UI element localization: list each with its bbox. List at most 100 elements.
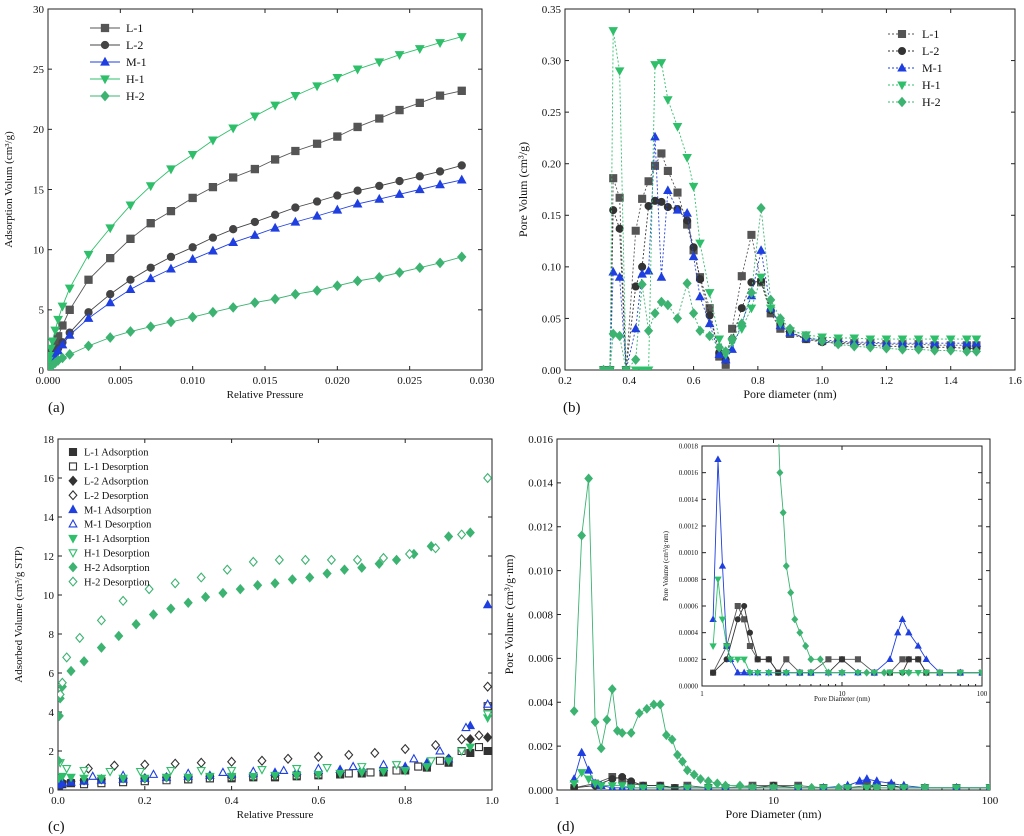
data-point bbox=[971, 335, 982, 345]
data-point bbox=[443, 757, 454, 766]
data-point bbox=[187, 311, 198, 323]
x-tick-label: 0.6 bbox=[687, 375, 701, 387]
data-point bbox=[430, 542, 441, 554]
data-point bbox=[757, 190, 763, 196]
data-point bbox=[854, 656, 862, 663]
data-point bbox=[766, 163, 772, 169]
data-point bbox=[96, 615, 106, 626]
data-point bbox=[422, 763, 432, 772]
series-h-2 bbox=[598, 202, 982, 370]
legend-marker bbox=[68, 576, 78, 587]
data-point bbox=[714, 349, 725, 359]
data-point bbox=[257, 755, 267, 766]
legend: L-1 Adsorption L-1 Desorption L-2 Adsorpti… bbox=[68, 448, 152, 588]
data-point bbox=[208, 245, 218, 255]
data-point bbox=[741, 336, 747, 342]
data-point bbox=[105, 224, 116, 234]
data-point bbox=[283, 753, 293, 765]
data-point bbox=[913, 344, 924, 355]
data-point bbox=[734, 616, 741, 623]
data-point bbox=[741, 616, 748, 623]
x-tick-label: 0.8 bbox=[398, 795, 412, 807]
data-point bbox=[704, 289, 715, 298]
data-point bbox=[596, 782, 606, 790]
legend-marker bbox=[897, 96, 907, 108]
data-point bbox=[824, 668, 832, 677]
data-point bbox=[609, 206, 618, 215]
data-point bbox=[710, 203, 716, 209]
data-point bbox=[375, 181, 384, 191]
data-point bbox=[577, 530, 587, 541]
data-point bbox=[584, 765, 594, 774]
data-point bbox=[66, 665, 76, 677]
data-point bbox=[614, 67, 625, 77]
data-point bbox=[335, 769, 345, 779]
data-point bbox=[682, 154, 692, 163]
data-point bbox=[131, 619, 141, 630]
data-point bbox=[226, 766, 237, 776]
data-point bbox=[465, 527, 475, 538]
data-point bbox=[915, 656, 922, 663]
data-point bbox=[290, 288, 301, 300]
data-point bbox=[657, 149, 666, 158]
legend-label: H-2 Adsorption bbox=[84, 563, 150, 574]
data-point bbox=[712, 778, 722, 789]
y-axis-label: Adsorbed Volume (cm³/g STP) bbox=[13, 546, 25, 683]
y-tick-label: 0.0002 bbox=[679, 656, 699, 664]
x-tick-label: 0.2 bbox=[138, 795, 152, 807]
data-point bbox=[322, 568, 332, 579]
series-m-1-desorption bbox=[87, 699, 492, 780]
legend-label: L-1 Desorption bbox=[84, 462, 149, 473]
data-point bbox=[291, 146, 300, 156]
data-point bbox=[855, 776, 865, 785]
data-point bbox=[391, 761, 402, 770]
data-point bbox=[353, 122, 362, 132]
legend-label: L-1 bbox=[126, 21, 143, 35]
y-tick-label: 0.0018 bbox=[679, 442, 699, 450]
data-point bbox=[779, 508, 787, 517]
data-point bbox=[663, 202, 672, 212]
data-point bbox=[465, 734, 475, 745]
data-point bbox=[415, 172, 424, 181]
data-point bbox=[905, 628, 913, 636]
data-point bbox=[631, 226, 640, 235]
data-point bbox=[714, 576, 722, 584]
panel-label-c: (c) bbox=[48, 819, 65, 835]
data-point bbox=[584, 473, 593, 484]
y-tick-label: 0.004 bbox=[528, 697, 553, 709]
data-point bbox=[483, 732, 492, 743]
data-point bbox=[650, 131, 660, 141]
data-point bbox=[166, 316, 176, 328]
data-point bbox=[332, 280, 343, 292]
data-point bbox=[734, 668, 742, 676]
data-point bbox=[834, 782, 844, 790]
data-point bbox=[710, 669, 717, 676]
data-point bbox=[208, 306, 218, 318]
data-point bbox=[650, 61, 660, 70]
data-point bbox=[802, 642, 810, 650]
data-point bbox=[754, 656, 761, 663]
y-tick-label: 20 bbox=[33, 124, 45, 136]
data-point bbox=[404, 548, 415, 560]
data-point bbox=[714, 342, 724, 353]
data-point bbox=[456, 33, 467, 42]
data-point bbox=[985, 782, 990, 790]
data-point bbox=[105, 297, 116, 307]
data-point bbox=[634, 708, 644, 719]
data-point bbox=[228, 124, 239, 134]
data-point bbox=[746, 304, 757, 314]
data-point bbox=[746, 642, 753, 650]
series-h-2 bbox=[569, 473, 990, 790]
y-tick-label: 0.30 bbox=[542, 55, 562, 67]
legend-marker bbox=[897, 46, 907, 56]
series-line bbox=[48, 36, 462, 361]
panel-label-a: (a) bbox=[48, 400, 65, 416]
data-point bbox=[333, 191, 342, 200]
data-point bbox=[865, 342, 875, 353]
data-point bbox=[394, 267, 405, 278]
data-point bbox=[637, 366, 647, 370]
data-point bbox=[705, 330, 715, 342]
data-point bbox=[718, 561, 727, 569]
data-point bbox=[333, 132, 342, 141]
data-point bbox=[626, 784, 636, 790]
